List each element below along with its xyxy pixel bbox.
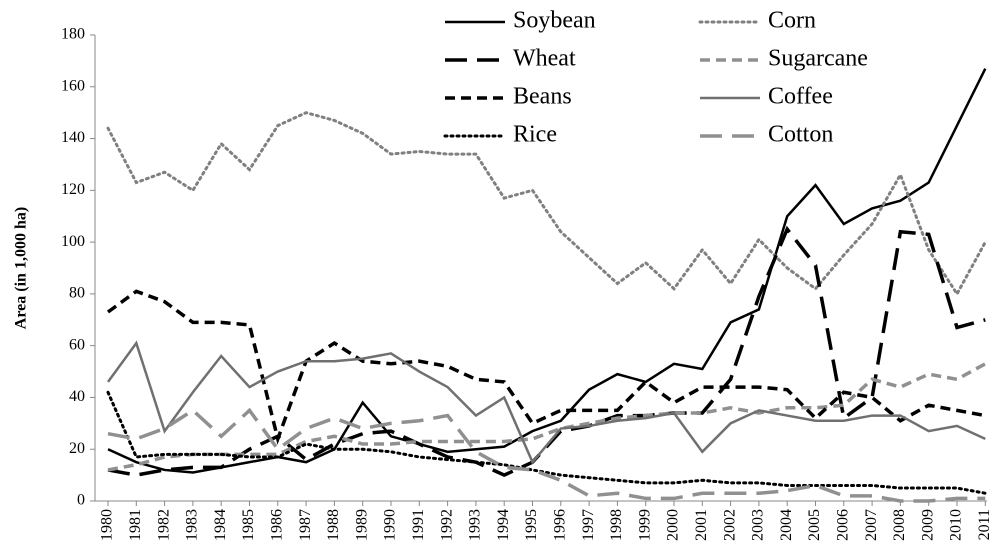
x-tick-label: 1991 bbox=[410, 509, 427, 541]
x-tick-label: 2006 bbox=[834, 509, 851, 541]
series-line bbox=[106, 390, 987, 495]
legend-label: Rice bbox=[513, 122, 557, 148]
x-tick-label: 2007 bbox=[863, 509, 880, 541]
x-tick-label: 1996 bbox=[551, 509, 568, 541]
x-tick-label: 1984 bbox=[212, 509, 229, 541]
y-tick-label: 60 bbox=[69, 336, 85, 353]
series-line bbox=[107, 68, 987, 474]
y-tick-label: 0 bbox=[77, 492, 85, 509]
x-tick-label: 2000 bbox=[665, 509, 682, 541]
y-tick-label: 100 bbox=[61, 233, 85, 250]
x-tick-label: 1994 bbox=[495, 509, 512, 541]
series-line bbox=[107, 225, 986, 478]
y-axis-label: Area (in 1,000 ha) bbox=[13, 207, 30, 329]
x-tick-label: 2003 bbox=[750, 509, 767, 541]
x-tick-label: 1998 bbox=[608, 509, 625, 541]
y-tick-label: 140 bbox=[61, 129, 85, 146]
series-line bbox=[107, 362, 987, 472]
x-tick-label: 1992 bbox=[438, 509, 455, 541]
x-tick-label: 1995 bbox=[523, 509, 540, 541]
x-tick-label: 1999 bbox=[636, 509, 653, 541]
x-tick-label: 1993 bbox=[467, 509, 484, 541]
legend-label: Wheat bbox=[513, 46, 576, 72]
x-tick-label: 1989 bbox=[353, 509, 370, 541]
y-tick-label: 160 bbox=[61, 77, 85, 94]
x-tick-label: 2002 bbox=[721, 509, 738, 541]
legend-label: Beans bbox=[513, 84, 572, 110]
x-tick-label: 2004 bbox=[778, 509, 795, 541]
y-tick-label: 80 bbox=[69, 285, 85, 302]
series-line bbox=[106, 340, 986, 465]
series-line bbox=[106, 111, 987, 297]
x-tick-label: 1990 bbox=[382, 509, 399, 541]
x-tick-label: 1987 bbox=[297, 509, 314, 541]
legend-label: Coffee bbox=[768, 84, 833, 110]
legend-label: Sugarcane bbox=[768, 46, 868, 72]
x-tick-label: 2005 bbox=[806, 509, 823, 541]
x-tick-label: 1988 bbox=[325, 509, 342, 541]
x-tick-label: 2009 bbox=[919, 509, 936, 541]
y-tick-label: 180 bbox=[61, 26, 85, 43]
series-line bbox=[106, 289, 986, 445]
x-tick-label: 2008 bbox=[891, 509, 908, 541]
legend-label: Cotton bbox=[768, 122, 833, 148]
x-tick-label: 1983 bbox=[184, 509, 201, 541]
x-tick-label: 2011 bbox=[976, 509, 989, 540]
legend-label: Corn bbox=[768, 8, 816, 34]
y-tick-label: 120 bbox=[61, 181, 85, 198]
x-tick-label: 1980 bbox=[99, 509, 116, 541]
x-tick-label: 1981 bbox=[127, 509, 144, 541]
x-tick-label: 1985 bbox=[240, 509, 257, 541]
x-tick-label: 1986 bbox=[268, 509, 285, 541]
y-tick-label: 40 bbox=[69, 388, 85, 405]
x-tick-label: 1982 bbox=[155, 509, 172, 541]
x-tick-label: 2001 bbox=[693, 509, 710, 541]
x-tick-label: 2010 bbox=[948, 509, 965, 541]
legend-label: Soybean bbox=[513, 8, 596, 34]
series-line bbox=[107, 407, 986, 503]
y-tick-label: 20 bbox=[69, 440, 85, 457]
x-tick-label: 1997 bbox=[580, 509, 597, 541]
